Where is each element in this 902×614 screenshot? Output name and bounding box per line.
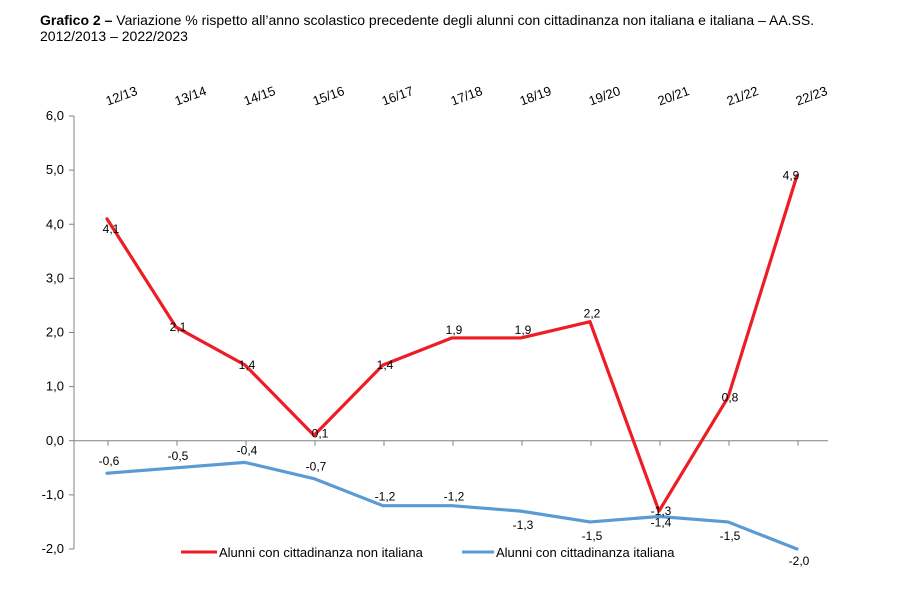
x-category-label: 12/13 (104, 83, 140, 108)
chart-title-text: Variazione % rispetto all’anno scolastic… (40, 12, 815, 44)
x-category-label: 22/23 (794, 83, 830, 108)
chart-title: Grafico 2 – Variazione % rispetto all’an… (40, 12, 860, 44)
data-label: -1,5 (582, 529, 603, 543)
series-line-italiana (105, 460, 799, 551)
y-tick-label: 0,0 (46, 433, 64, 448)
data-label: 1,9 (446, 323, 463, 337)
data-label: -1,2 (444, 490, 465, 504)
data-label: -0,6 (99, 454, 120, 468)
x-category-label: 14/15 (242, 83, 278, 108)
data-label: 2,1 (170, 320, 187, 334)
x-category-label: 20/21 (656, 83, 692, 108)
data-label: 4,9 (783, 169, 800, 183)
legend-label-non-italiana: Alunni con cittadinanza non italiana (219, 545, 424, 560)
data-label: 1,4 (239, 358, 256, 372)
data-label: -1,2 (375, 490, 396, 504)
x-category-label: 21/22 (725, 83, 761, 108)
y-tick-label: 6,0 (46, 108, 64, 123)
x-category-label: 15/16 (311, 83, 347, 108)
y-tick-label: 5,0 (46, 162, 64, 177)
data-label: 2,2 (584, 307, 601, 321)
x-category-label: 19/20 (587, 83, 623, 108)
data-label: -1,3 (651, 504, 672, 518)
data-label: -1,3 (513, 518, 534, 532)
data-label: 0,8 (722, 390, 739, 404)
data-label: -1,4 (651, 516, 672, 530)
data-label: 1,9 (515, 323, 532, 337)
y-tick-label: 4,0 (46, 216, 64, 231)
data-label: -0,7 (306, 460, 327, 474)
x-category-label: 17/18 (449, 83, 485, 108)
data-label: -1,5 (720, 529, 741, 543)
data-label: -2,0 (789, 554, 810, 568)
data-label: 1,4 (377, 358, 394, 372)
legend-label-italiana: Alunni con cittadinanza italiana (496, 545, 675, 560)
data-label: 0,1 (312, 426, 329, 440)
x-category-label: 13/14 (173, 83, 209, 108)
chart-title-bold: Grafico 2 – (40, 12, 113, 28)
y-tick-label: -1,0 (42, 487, 64, 502)
y-tick-label: -2,0 (42, 541, 64, 556)
data-label: -0,4 (237, 443, 258, 457)
data-label: 4,1 (103, 222, 120, 236)
x-category-label: 16/17 (380, 83, 416, 108)
x-category-label: 18/19 (518, 83, 554, 108)
data-label: -0,5 (168, 449, 189, 463)
y-tick-label: 2,0 (46, 325, 64, 340)
y-tick-label: 1,0 (46, 379, 64, 394)
series-line-non-italiana (105, 173, 799, 513)
y-tick-label: 3,0 (46, 270, 64, 285)
